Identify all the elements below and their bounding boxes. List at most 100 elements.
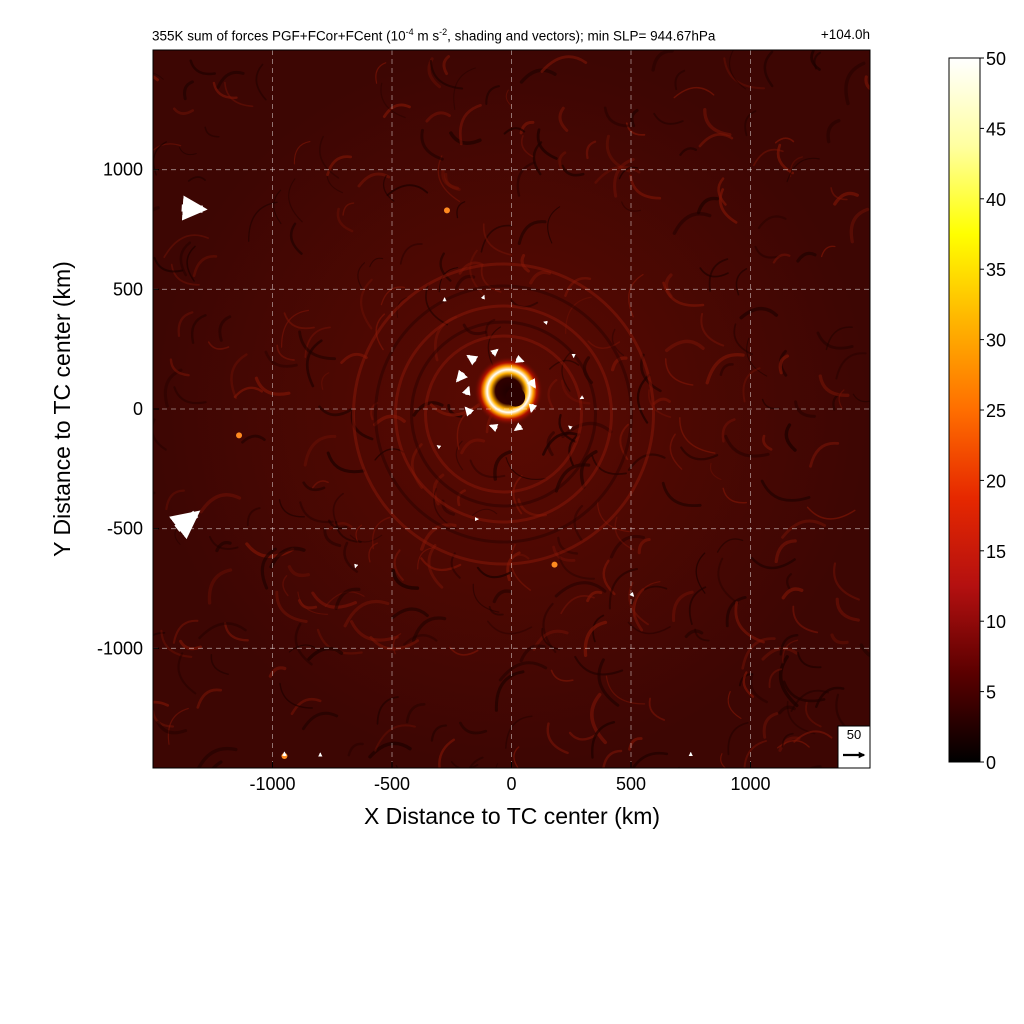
colorbar-tick-label: 50 <box>986 49 1006 69</box>
texture-streak <box>618 166 639 180</box>
texture-streak <box>742 671 755 698</box>
colorbar-tick-label: 40 <box>986 190 1006 210</box>
texture-streak <box>844 61 866 106</box>
texture-streak <box>437 155 461 203</box>
texture-streak <box>342 202 355 216</box>
texture-streak <box>255 63 267 101</box>
hotspot <box>443 207 450 214</box>
force-vector <box>528 403 538 414</box>
texture-streak <box>211 760 223 768</box>
texture-streak <box>403 634 438 646</box>
spiral-band <box>374 284 633 544</box>
texture-streak <box>519 68 557 84</box>
texture-streak <box>302 481 326 492</box>
texture-streak <box>190 314 207 344</box>
texture-streak <box>487 326 501 366</box>
texture-streak <box>427 544 444 589</box>
texture-streak <box>380 286 406 306</box>
texture-streak <box>852 393 870 403</box>
texture-streak <box>169 358 190 377</box>
texture-streak <box>838 389 845 409</box>
texture-streak <box>471 508 498 516</box>
texture-streak <box>455 440 464 471</box>
texture-streak <box>825 326 853 351</box>
texture-streak <box>392 633 402 655</box>
texture-streak <box>694 628 710 642</box>
texture-streak <box>574 655 624 676</box>
texture-streak <box>393 549 404 581</box>
texture-streak <box>273 189 282 225</box>
texture-streak <box>579 450 598 489</box>
texture-streak <box>153 491 156 495</box>
texture-streak <box>741 637 776 670</box>
texture-streak <box>380 82 406 119</box>
texture-streak <box>376 696 399 725</box>
texture-streak <box>417 547 434 570</box>
texture-streak <box>215 541 232 553</box>
texture-streak <box>688 586 707 625</box>
texture-streak <box>546 722 569 755</box>
texture-streak <box>450 761 479 768</box>
texture-streak <box>488 606 504 616</box>
texture-streak <box>425 111 451 123</box>
texture-streak <box>179 639 202 651</box>
texture-streak <box>735 268 748 296</box>
texture-streak <box>343 541 359 573</box>
texture-streak <box>304 326 331 359</box>
texture-streak <box>547 378 558 410</box>
texture-streak <box>196 746 238 768</box>
texture-streak <box>332 492 344 528</box>
texture-streak <box>269 546 306 569</box>
texture-streak <box>172 619 199 644</box>
texture-streak <box>532 629 569 651</box>
texture-streak <box>558 151 567 171</box>
texture-streak <box>517 220 547 245</box>
texture-streak <box>390 607 429 620</box>
texture-streak <box>725 596 747 628</box>
texture-streak <box>761 398 780 410</box>
texture-streak <box>395 764 399 768</box>
texture-streak <box>541 627 561 651</box>
texture-streak <box>472 583 500 613</box>
texture-streak <box>628 273 644 318</box>
texture-streak <box>223 621 249 642</box>
texture-streak <box>568 433 581 467</box>
texture-streak <box>723 57 766 90</box>
x-tick-label: 500 <box>616 774 646 794</box>
texture-streak <box>430 724 448 742</box>
texture-streak <box>469 459 506 479</box>
texture-streak <box>835 597 860 622</box>
texture-streak <box>568 731 597 741</box>
texture-streak <box>312 480 329 489</box>
texture-streak <box>233 386 263 399</box>
texture-streak <box>493 450 513 481</box>
texture-streak <box>153 141 167 176</box>
colorbar-ticks: 0 5 10 15 20 25 30 35 40 45 50 <box>980 49 1006 773</box>
texture-streak <box>552 545 576 562</box>
texture-streak <box>818 374 850 397</box>
texture-streak <box>621 201 641 212</box>
texture-streak <box>382 103 411 118</box>
texture-streak <box>459 721 488 735</box>
texture-streak <box>709 462 722 481</box>
texture-streak <box>727 691 742 719</box>
texture-streak <box>294 622 313 666</box>
texture-streak <box>558 106 569 132</box>
texture-streak <box>561 379 591 405</box>
force-vector <box>490 348 499 357</box>
heatmap-texture <box>153 50 870 768</box>
texture-streak <box>680 446 719 461</box>
colorbar-fill <box>948 57 981 763</box>
texture-streak <box>279 682 313 709</box>
force-vector <box>513 422 524 431</box>
texture-streak <box>805 701 822 728</box>
reference-vector-box: 50 <box>837 725 871 769</box>
texture-streak <box>613 157 635 198</box>
colorbar-tick-label: 15 <box>986 542 1006 562</box>
texture-streak <box>816 331 854 350</box>
texture-streak <box>160 629 193 658</box>
texture-streak <box>754 245 781 259</box>
texture-streak <box>743 740 767 768</box>
texture-streak <box>355 524 363 544</box>
texture-streak <box>303 434 337 467</box>
